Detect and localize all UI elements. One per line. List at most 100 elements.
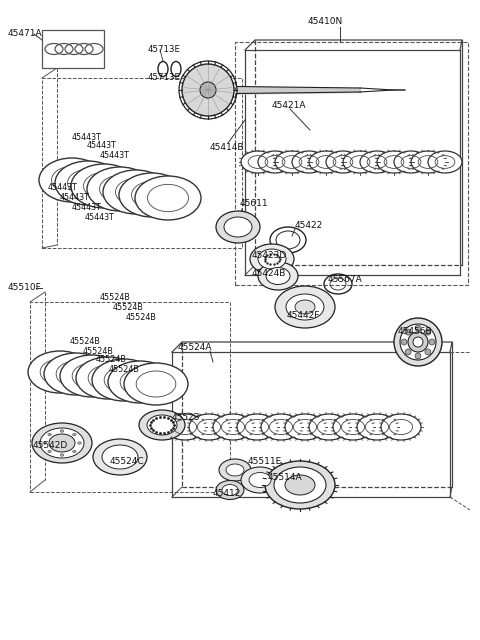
- Ellipse shape: [132, 181, 172, 209]
- Text: 45410N: 45410N: [308, 17, 343, 26]
- Ellipse shape: [40, 428, 84, 458]
- Text: 45524C: 45524C: [110, 458, 144, 467]
- Ellipse shape: [408, 332, 428, 352]
- Text: 45713E: 45713E: [148, 72, 181, 81]
- Ellipse shape: [275, 286, 335, 328]
- Ellipse shape: [377, 151, 411, 173]
- Ellipse shape: [136, 371, 176, 397]
- Ellipse shape: [258, 151, 292, 173]
- Ellipse shape: [286, 294, 324, 320]
- Ellipse shape: [200, 82, 216, 98]
- Ellipse shape: [39, 158, 105, 202]
- Ellipse shape: [309, 151, 343, 173]
- Text: 45524B: 45524B: [126, 312, 157, 321]
- Text: 45524B: 45524B: [100, 294, 131, 303]
- Ellipse shape: [394, 151, 428, 173]
- Ellipse shape: [237, 414, 277, 440]
- Ellipse shape: [381, 414, 421, 440]
- Circle shape: [415, 325, 421, 331]
- Text: 45414B: 45414B: [210, 143, 244, 152]
- Bar: [42, 30, 104, 68]
- Text: 45567A: 45567A: [328, 275, 363, 285]
- Bar: [235, 42, 468, 285]
- Ellipse shape: [400, 324, 436, 360]
- Ellipse shape: [88, 365, 128, 391]
- Ellipse shape: [274, 467, 326, 503]
- Ellipse shape: [124, 363, 188, 405]
- Ellipse shape: [116, 179, 156, 205]
- Text: 45611: 45611: [240, 200, 269, 209]
- Text: 45524B: 45524B: [109, 365, 140, 374]
- Text: 45511E: 45511E: [248, 458, 282, 467]
- Ellipse shape: [102, 445, 138, 469]
- Ellipse shape: [60, 355, 124, 397]
- Text: 45456B: 45456B: [398, 328, 432, 337]
- Ellipse shape: [60, 454, 64, 456]
- Circle shape: [425, 349, 431, 355]
- Ellipse shape: [78, 442, 81, 444]
- Text: 45443T: 45443T: [87, 141, 117, 150]
- Ellipse shape: [309, 414, 349, 440]
- Ellipse shape: [135, 176, 201, 220]
- Ellipse shape: [224, 217, 252, 237]
- Ellipse shape: [49, 434, 75, 452]
- Ellipse shape: [295, 300, 315, 314]
- Text: 45422: 45422: [295, 221, 323, 230]
- Text: 45524B: 45524B: [70, 337, 101, 346]
- Ellipse shape: [292, 151, 326, 173]
- Ellipse shape: [258, 262, 298, 290]
- Ellipse shape: [411, 151, 445, 173]
- Ellipse shape: [216, 481, 244, 499]
- Circle shape: [429, 339, 435, 345]
- Ellipse shape: [51, 166, 93, 194]
- Text: 45443T: 45443T: [48, 182, 78, 191]
- Ellipse shape: [71, 164, 137, 208]
- Ellipse shape: [165, 414, 205, 440]
- Text: 45524A: 45524A: [178, 342, 213, 351]
- Text: 45471A: 45471A: [8, 29, 43, 38]
- Ellipse shape: [266, 268, 290, 285]
- Ellipse shape: [343, 151, 377, 173]
- Ellipse shape: [44, 353, 108, 395]
- Text: 45524B: 45524B: [113, 303, 144, 312]
- Ellipse shape: [258, 249, 286, 269]
- Ellipse shape: [60, 429, 64, 432]
- Ellipse shape: [119, 173, 185, 217]
- Ellipse shape: [48, 433, 51, 436]
- Ellipse shape: [72, 363, 112, 389]
- Ellipse shape: [103, 170, 169, 214]
- Ellipse shape: [265, 461, 335, 509]
- Ellipse shape: [219, 459, 251, 481]
- Text: 45443T: 45443T: [72, 132, 102, 141]
- Ellipse shape: [333, 414, 373, 440]
- Text: 45442F: 45442F: [287, 310, 320, 319]
- Text: 45443T: 45443T: [85, 212, 115, 221]
- Text: 45510F: 45510F: [8, 284, 42, 292]
- Text: 45542D: 45542D: [33, 440, 68, 449]
- Ellipse shape: [261, 414, 301, 440]
- Text: 45424B: 45424B: [252, 269, 287, 278]
- Ellipse shape: [32, 423, 92, 463]
- Ellipse shape: [249, 472, 271, 488]
- Circle shape: [401, 339, 407, 345]
- Ellipse shape: [43, 442, 46, 444]
- Ellipse shape: [55, 161, 121, 205]
- Ellipse shape: [285, 414, 325, 440]
- Ellipse shape: [360, 151, 394, 173]
- Ellipse shape: [241, 467, 279, 493]
- Ellipse shape: [250, 244, 294, 274]
- Circle shape: [425, 329, 431, 335]
- Ellipse shape: [285, 475, 315, 495]
- Ellipse shape: [104, 367, 144, 393]
- Ellipse shape: [413, 337, 423, 347]
- Ellipse shape: [275, 151, 309, 173]
- Ellipse shape: [92, 359, 156, 401]
- Ellipse shape: [99, 175, 141, 203]
- Ellipse shape: [93, 439, 147, 475]
- Ellipse shape: [72, 450, 76, 452]
- Text: 45443T: 45443T: [100, 152, 130, 161]
- Text: 45412: 45412: [213, 488, 241, 497]
- Ellipse shape: [182, 64, 234, 116]
- Ellipse shape: [56, 361, 96, 387]
- Text: 45514A: 45514A: [268, 472, 302, 481]
